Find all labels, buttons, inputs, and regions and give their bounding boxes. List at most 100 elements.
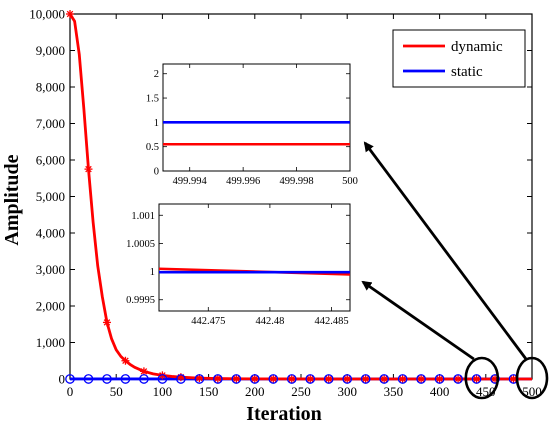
asterisk-stroke xyxy=(85,165,92,173)
asterisk-stroke xyxy=(399,375,406,383)
data-point-dynamic xyxy=(195,374,204,383)
data-point-static xyxy=(120,374,131,384)
data-point-dynamic xyxy=(324,374,333,383)
inset-x-tick-label: 500 xyxy=(342,176,358,187)
zoom-arrow xyxy=(361,280,475,361)
asterisk-stroke xyxy=(103,319,111,326)
inset-y-tick-label: 0.9995 xyxy=(126,295,155,306)
data-point-dynamic xyxy=(84,165,93,174)
data-point-static xyxy=(65,374,75,384)
inset-y-tick-label: 1.001 xyxy=(131,211,155,222)
data-point-dynamic xyxy=(66,10,74,18)
y-tick-label: 4,000 xyxy=(36,226,65,241)
asterisk-stroke xyxy=(510,375,517,383)
data-point-dynamic xyxy=(361,374,370,383)
inset-y-tick-label: 0 xyxy=(154,167,159,178)
zoom-arrow xyxy=(363,141,528,360)
asterisk-stroke xyxy=(306,375,314,383)
x-tick-label: 0 xyxy=(67,384,74,399)
inset-x-tick-label: 442.485 xyxy=(314,316,348,327)
data-point-static xyxy=(231,374,242,384)
data-point-dynamic xyxy=(417,374,426,383)
legend-label-static: static xyxy=(451,64,483,80)
asterisk-stroke xyxy=(417,375,425,383)
y-tick-label: 6,000 xyxy=(36,153,65,168)
data-point-static xyxy=(416,374,426,384)
asterisk-stroke xyxy=(288,375,296,383)
asterisk-stroke xyxy=(436,375,443,383)
data-point-dynamic xyxy=(269,374,278,383)
y-tick-label: 1,000 xyxy=(36,335,65,350)
x-tick-label: 150 xyxy=(199,384,219,399)
data-point-static xyxy=(490,374,500,384)
data-point-static xyxy=(102,374,112,384)
y-tick-label: 7,000 xyxy=(36,116,65,131)
data-point-dynamic xyxy=(250,374,259,383)
legend: dynamic static xyxy=(392,29,526,88)
x-tick-label: 100 xyxy=(153,384,173,399)
data-point-static xyxy=(83,374,94,384)
data-point-static xyxy=(323,374,334,384)
x-tick-label: 250 xyxy=(291,384,311,399)
data-point-dynamic xyxy=(121,356,130,365)
data-point-static xyxy=(305,374,316,384)
legend-label-dynamic: dynamic xyxy=(451,39,503,55)
x-tick-label: 400 xyxy=(430,384,450,399)
asterisk-stroke xyxy=(122,357,129,365)
x-tick-label: 300 xyxy=(337,384,357,399)
data-point-dynamic xyxy=(102,318,111,327)
y-tick-label: 5,000 xyxy=(36,189,65,204)
data-point-static xyxy=(268,374,279,384)
data-point-dynamic xyxy=(213,374,222,383)
asterisk-stroke xyxy=(270,375,277,383)
asterisk-stroke xyxy=(473,375,480,383)
main-plot: 0 50 100 150 200 250 300 350 400 450 50001,0002,00… xyxy=(29,7,542,400)
x-tick-label: 350 xyxy=(384,384,404,399)
data-point-static xyxy=(157,374,168,384)
data-point-static xyxy=(379,374,390,384)
data-point-dynamic xyxy=(454,374,463,383)
inset-bottom: 442.475 442.48 442.485 0.9995 1 1.0005 1.001 xyxy=(126,203,351,327)
y-tick-label: 9,000 xyxy=(36,43,65,58)
data-point-static xyxy=(453,374,463,384)
inset-x-tick-label: 442.475 xyxy=(191,316,225,327)
inset-y-tick-label: 1 xyxy=(154,118,159,129)
asterisk-stroke xyxy=(214,375,222,382)
data-point-static xyxy=(471,374,482,384)
asterisk-stroke xyxy=(325,375,332,383)
data-point-dynamic xyxy=(306,374,315,383)
x-tick-label: 200 xyxy=(245,384,265,399)
asterisk-stroke xyxy=(343,375,351,383)
y-tick-label: 10,000 xyxy=(29,7,65,22)
data-point-dynamic xyxy=(398,374,407,383)
asterisk-stroke xyxy=(233,375,240,383)
inset-top: 499.994 499.996 499.998 500 0 0.5 1 1.5 2 xyxy=(146,63,358,187)
data-point-static xyxy=(194,374,205,384)
zoom-annotations xyxy=(361,141,549,400)
x-tick-label: 50 xyxy=(110,384,123,399)
data-point-static xyxy=(249,374,260,384)
data-point-dynamic xyxy=(343,374,352,383)
inset-x-tick-label: 499.994 xyxy=(173,176,208,187)
data-point-dynamic xyxy=(435,374,444,383)
asterisk-stroke xyxy=(140,368,148,375)
asterisk-stroke xyxy=(251,375,259,383)
x-axis-title: Iteration xyxy=(246,403,322,425)
asterisk-stroke xyxy=(66,10,74,18)
y-tick-label: 3,000 xyxy=(36,262,65,277)
inset-y-tick-label: 2 xyxy=(154,69,159,80)
data-point-static xyxy=(286,374,297,384)
asterisk-stroke xyxy=(454,375,462,383)
legend-box xyxy=(392,29,526,88)
inset-frame xyxy=(162,63,351,172)
data-point-static xyxy=(360,374,371,384)
y-tick-label: 2,000 xyxy=(36,299,65,314)
asterisk-stroke xyxy=(362,375,369,383)
data-point-static xyxy=(212,374,223,384)
asterisk-stroke xyxy=(380,375,388,383)
data-point-dynamic xyxy=(232,374,241,383)
asterisk-stroke xyxy=(196,374,203,382)
inset-y-tick-label: 1.5 xyxy=(146,94,159,105)
inset-x-tick-label: 442.48 xyxy=(255,316,284,327)
